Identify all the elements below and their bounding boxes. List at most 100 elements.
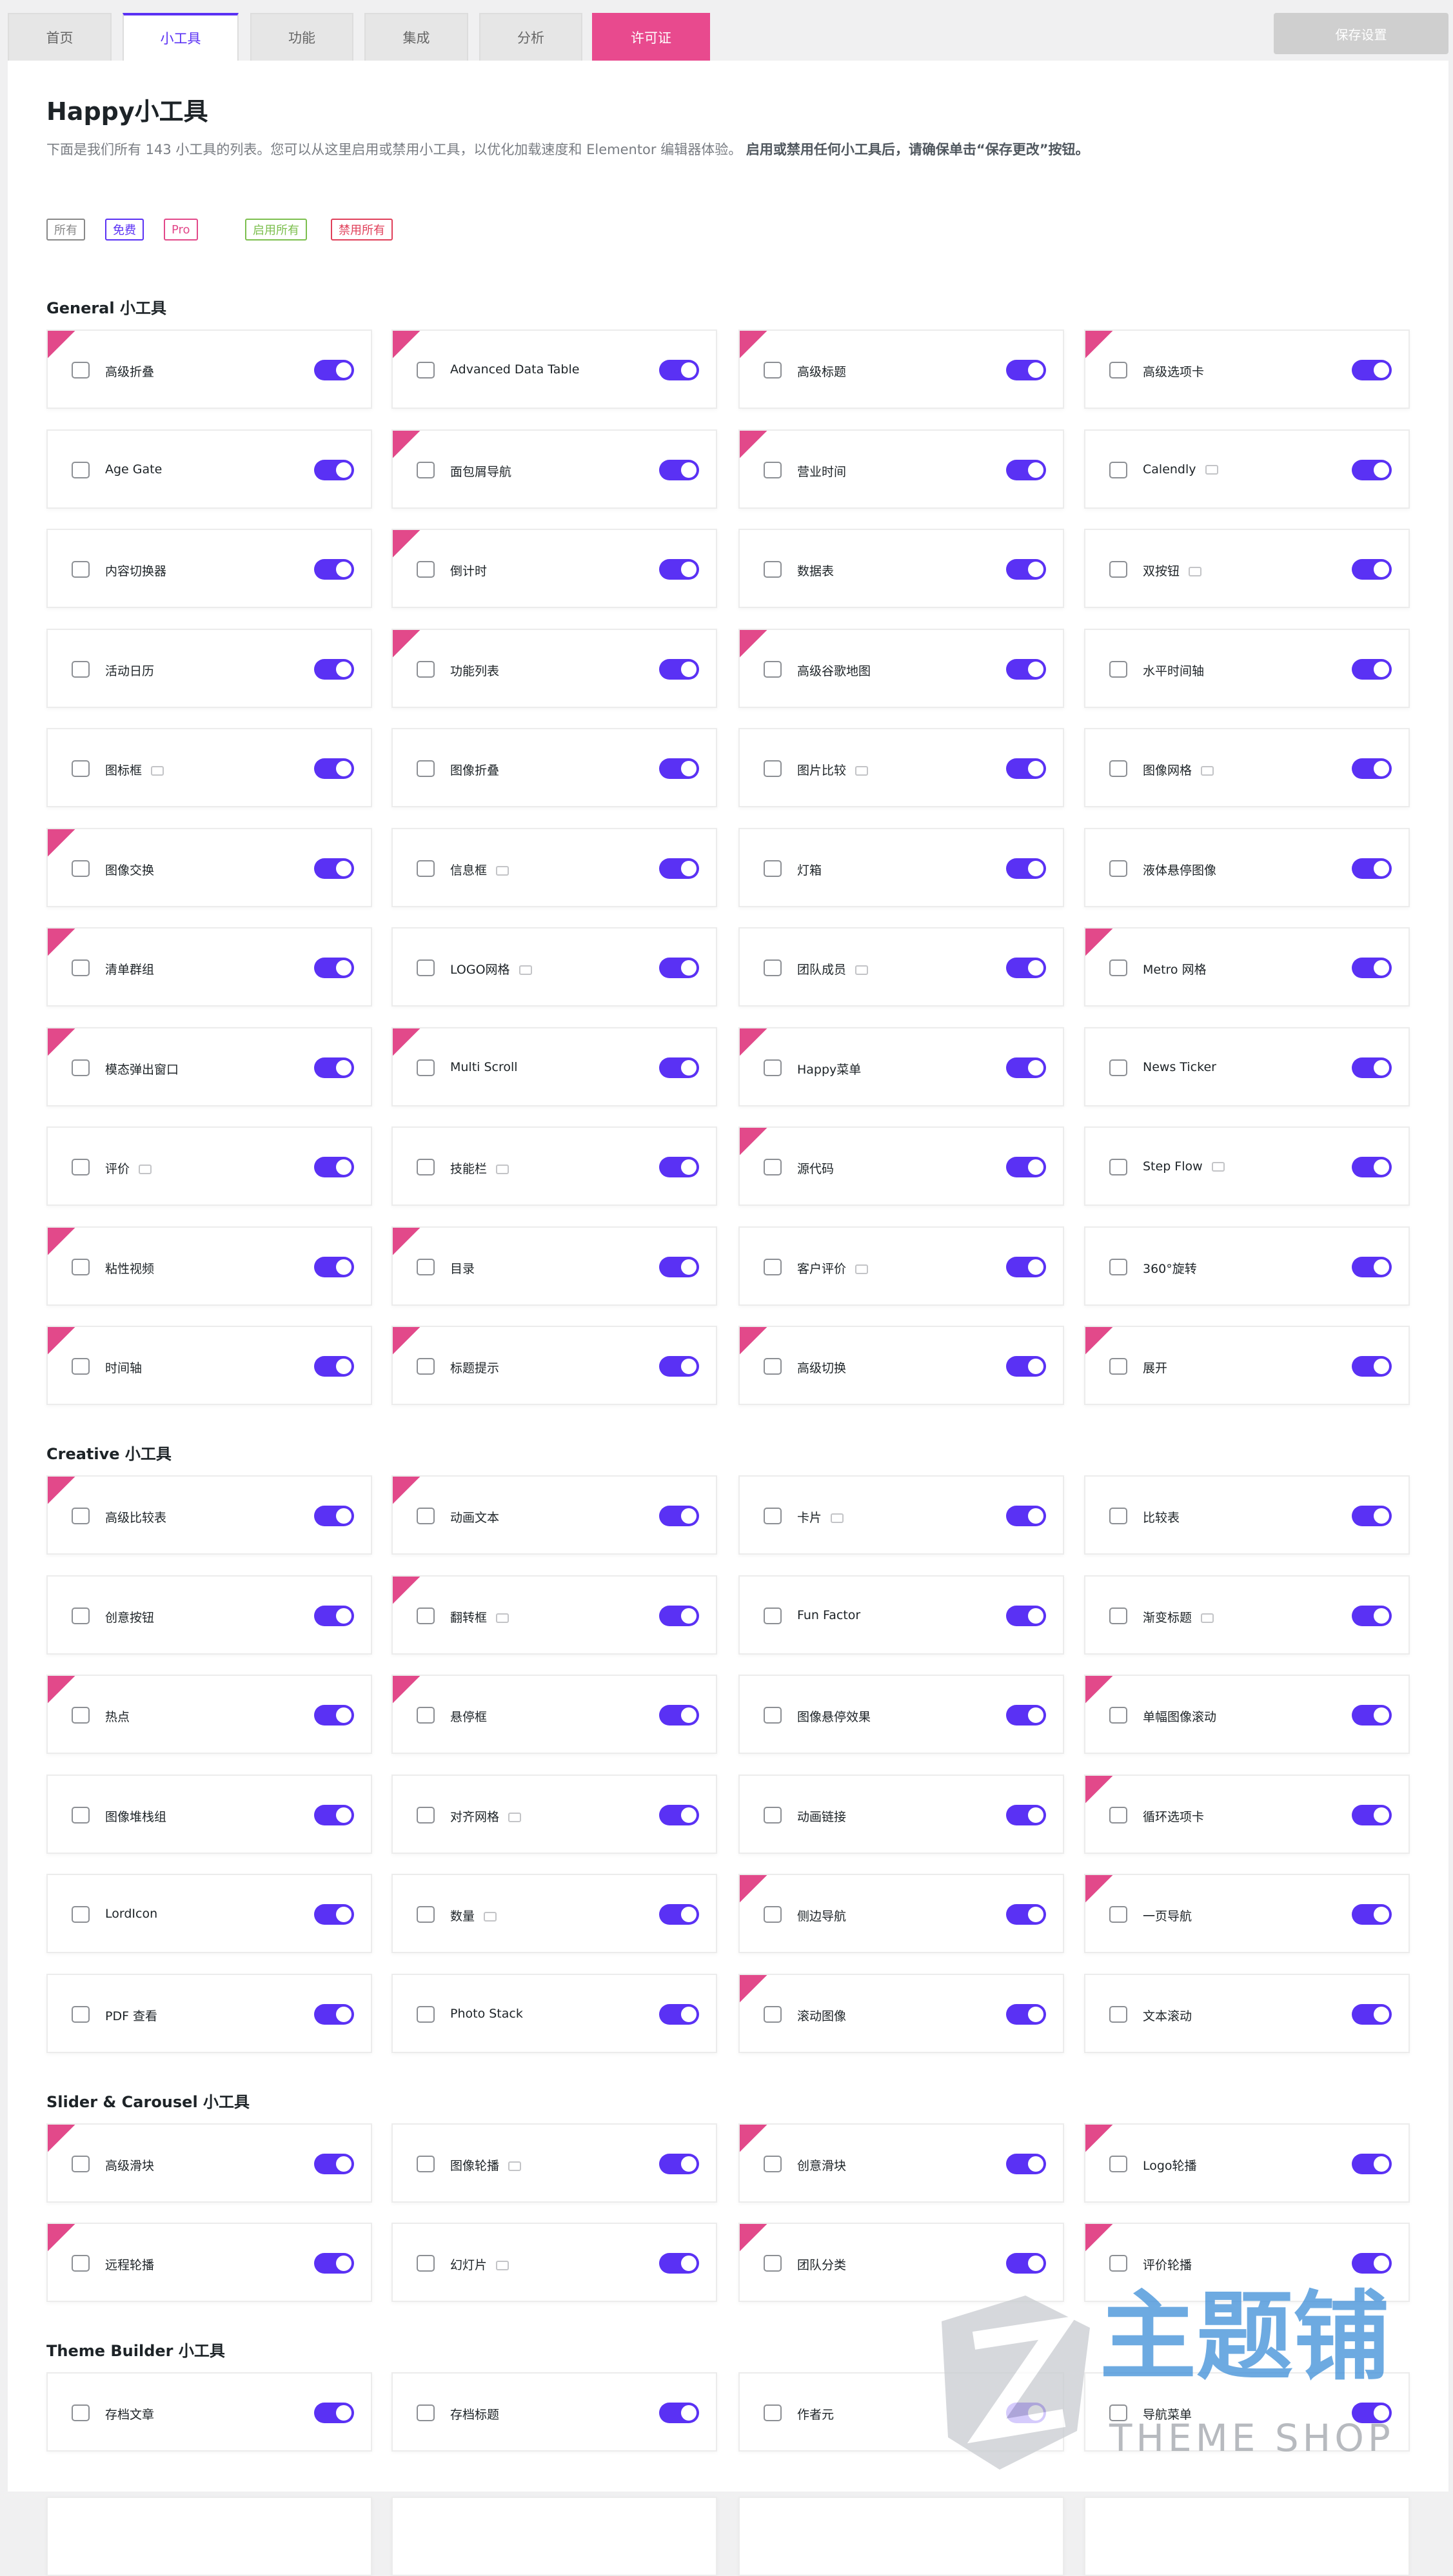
toggle[interactable] <box>1352 858 1392 879</box>
toggle[interactable] <box>314 360 354 380</box>
toggle[interactable] <box>1352 1804 1392 1825</box>
tab[interactable]: 功能 <box>250 13 353 61</box>
widget-icon <box>417 959 435 976</box>
toggle[interactable] <box>1352 1904 1392 1925</box>
toggle[interactable] <box>1006 1804 1046 1825</box>
toggle[interactable] <box>314 1157 354 1177</box>
toggle[interactable] <box>659 1356 699 1377</box>
toggle[interactable] <box>314 858 354 879</box>
filter-button[interactable]: 所有 <box>46 219 85 241</box>
toggle[interactable] <box>659 2003 699 2025</box>
chat-icon <box>855 766 869 776</box>
toggle[interactable] <box>1352 1256 1392 1277</box>
toggle[interactable] <box>659 1057 699 1078</box>
toggle[interactable] <box>1352 459 1392 480</box>
toggle[interactable] <box>1352 658 1392 680</box>
toggle[interactable] <box>1352 1605 1392 1626</box>
tab[interactable]: 分析 <box>479 13 582 61</box>
toggle[interactable] <box>314 2003 354 2025</box>
toggle[interactable] <box>659 758 699 779</box>
toggle[interactable] <box>314 2153 354 2174</box>
toggle[interactable] <box>659 459 699 480</box>
toggle[interactable] <box>314 1804 354 1825</box>
toggle[interactable] <box>1352 2403 1392 2423</box>
toggle[interactable] <box>1352 1506 1392 1526</box>
toggle[interactable] <box>1006 1605 1046 1626</box>
toggle[interactable] <box>314 459 354 480</box>
toggle[interactable] <box>314 758 354 779</box>
widget-name: 渐变标题 <box>1143 1608 1214 1626</box>
toggle[interactable] <box>1352 360 1392 380</box>
save-button[interactable]: 保存设置 <box>1274 13 1448 54</box>
toggle[interactable] <box>659 658 699 680</box>
toggle[interactable] <box>659 2403 699 2423</box>
toggle[interactable] <box>1006 2003 1046 2025</box>
toggle[interactable] <box>1006 459 1046 480</box>
toggle[interactable] <box>1352 2153 1392 2174</box>
toggle[interactable] <box>1352 1057 1392 1078</box>
toggle[interactable] <box>314 1605 354 1626</box>
toggle[interactable] <box>1006 658 1046 680</box>
toggle[interactable] <box>1006 1705 1046 1726</box>
tab[interactable]: 许可证 <box>592 13 710 61</box>
widget-name: Metro 网格 <box>1143 963 1207 977</box>
toggle[interactable] <box>1006 2253 1046 2274</box>
filter-button[interactable]: 启用所有 <box>245 219 307 241</box>
toggle[interactable] <box>659 958 699 978</box>
toggle[interactable] <box>1006 1506 1046 1526</box>
widget-card: 团队成员 <box>738 927 1064 1007</box>
toggle[interactable] <box>659 1705 699 1726</box>
toggle[interactable] <box>314 1356 354 1377</box>
toggle[interactable] <box>1006 758 1046 779</box>
toggle[interactable] <box>314 1506 354 1526</box>
toggle[interactable] <box>1006 958 1046 978</box>
toggle[interactable] <box>659 1157 699 1177</box>
toggle[interactable] <box>1352 1157 1392 1177</box>
toggle[interactable] <box>659 1506 699 1526</box>
toggle[interactable] <box>659 2253 699 2274</box>
toggle[interactable] <box>314 2403 354 2423</box>
toggle[interactable] <box>1006 1904 1046 1925</box>
toggle[interactable] <box>1006 1256 1046 1277</box>
toggle[interactable] <box>1352 2253 1392 2274</box>
toggle[interactable] <box>1006 2153 1046 2174</box>
toggle[interactable] <box>659 1256 699 1277</box>
widget-card: 双按钮 <box>1084 529 1410 608</box>
pro-label: PRO <box>393 1676 397 1695</box>
toggle[interactable] <box>314 658 354 680</box>
toggle[interactable] <box>659 2153 699 2174</box>
toggle[interactable] <box>314 1256 354 1277</box>
toggle[interactable] <box>314 559 354 580</box>
toggle[interactable] <box>659 559 699 580</box>
toggle[interactable] <box>659 858 699 879</box>
pro-ribbon: PRO <box>393 1227 420 1255</box>
toggle[interactable] <box>1352 958 1392 978</box>
tab[interactable]: 首页 <box>8 13 112 61</box>
toggle[interactable] <box>659 1904 699 1925</box>
tab[interactable]: 集成 <box>364 13 468 61</box>
filter-button[interactable]: 禁用所有 <box>331 219 393 241</box>
toggle[interactable] <box>1006 559 1046 580</box>
toggle[interactable] <box>1352 1705 1392 1726</box>
filter-button[interactable]: Pro <box>164 219 198 241</box>
toggle[interactable] <box>314 958 354 978</box>
filter-button[interactable]: 免费 <box>105 219 144 241</box>
toggle[interactable] <box>1006 360 1046 380</box>
toggle[interactable] <box>314 1705 354 1726</box>
toggle[interactable] <box>659 360 699 380</box>
toggle[interactable] <box>659 1605 699 1626</box>
toggle[interactable] <box>1352 559 1392 580</box>
toggle[interactable] <box>659 1804 699 1825</box>
toggle[interactable] <box>1006 858 1046 879</box>
toggle[interactable] <box>314 2253 354 2274</box>
tab[interactable]: 小工具 <box>123 13 239 61</box>
pro-ribbon: PRO <box>393 629 420 657</box>
toggle[interactable] <box>1006 1057 1046 1078</box>
toggle[interactable] <box>1352 1356 1392 1377</box>
toggle[interactable] <box>314 1904 354 1925</box>
toggle[interactable] <box>1006 1157 1046 1177</box>
toggle[interactable] <box>1006 1356 1046 1377</box>
toggle[interactable] <box>1352 758 1392 779</box>
toggle[interactable] <box>1352 2003 1392 2025</box>
toggle[interactable] <box>314 1057 354 1078</box>
